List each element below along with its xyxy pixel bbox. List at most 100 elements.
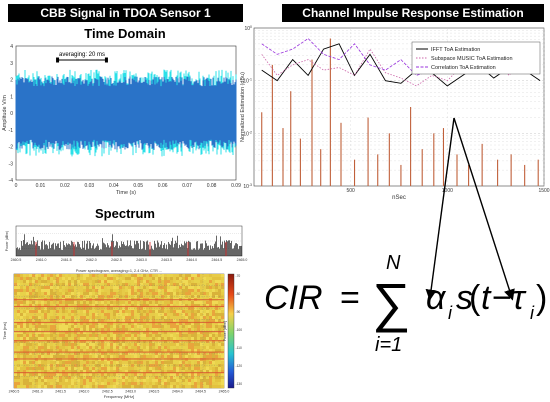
spectrogram-cell	[101, 310, 105, 314]
spectrogram-cell	[23, 382, 27, 386]
cir-legend-label: IFFT ToA Estimation	[431, 47, 480, 53]
spectrogram-cell	[65, 277, 69, 281]
spectrogram-cell	[218, 325, 222, 329]
spectrogram-cell	[35, 349, 39, 353]
spectrogram-x-tick: 2462.0	[79, 390, 90, 394]
spectrogram-cell	[203, 316, 207, 320]
spectrogram-cell	[143, 334, 147, 338]
formula-sub-i: i	[448, 303, 453, 323]
spectrogram-cell	[17, 337, 21, 341]
spectrogram-cell	[125, 295, 129, 299]
spectrogram-cell	[218, 307, 222, 311]
spectrogram-cell	[152, 376, 156, 380]
spectrogram-cell	[68, 379, 72, 383]
spectrogram-cell	[20, 313, 24, 317]
spectrogram-cell	[65, 331, 69, 335]
spectrogram-cell	[173, 316, 177, 320]
spectrogram-cell	[14, 319, 18, 323]
spectrogram-cell	[107, 328, 111, 332]
spectrogram-cell	[23, 292, 27, 296]
spectrogram-cell	[32, 376, 36, 380]
spectrogram-cell	[62, 358, 66, 362]
spectrogram-cell	[131, 286, 135, 290]
spectrogram-cell	[212, 319, 216, 323]
spectrogram-cell	[119, 343, 123, 347]
spectrogram-cell	[164, 280, 168, 284]
spectrogram-cell	[122, 376, 126, 380]
spectrogram-cell	[182, 346, 186, 350]
spectrogram-cell	[203, 385, 207, 389]
spectrogram-cell	[221, 346, 225, 350]
spectrogram-cell	[104, 346, 108, 350]
spectrogram-cell	[221, 361, 225, 365]
spectrogram-cell	[119, 361, 123, 365]
spectrogram-cell	[35, 274, 39, 278]
spectrogram-cell	[95, 382, 99, 386]
spectrogram-cell	[128, 304, 132, 308]
spectrogram-cell	[152, 367, 156, 371]
spectrogram-cell	[185, 274, 189, 278]
spectrogram-cell	[98, 286, 102, 290]
spectrogram-cell	[173, 361, 177, 365]
spectrogram-cell	[161, 370, 165, 374]
cir-formula: CIR = N ∑ i=1 α i s ( t − τ i )	[264, 252, 547, 356]
spectrogram-cell	[77, 274, 81, 278]
spectrogram-cell	[86, 280, 90, 284]
spectrogram-cell	[68, 328, 72, 332]
spectrogram-cell	[86, 346, 90, 350]
spectrogram-cell	[59, 292, 63, 296]
spectrogram-cell	[158, 334, 162, 338]
spectrogram-cell	[86, 274, 90, 278]
spectrogram-cell	[140, 328, 144, 332]
spectrogram-cell	[167, 352, 171, 356]
spectrogram-cell	[137, 274, 141, 278]
spectrogram-cell	[80, 289, 84, 293]
spectrogram-cell	[29, 331, 33, 335]
spectrogram-cell	[74, 358, 78, 362]
spectrogram-cell	[65, 364, 69, 368]
spectrum-title: Spectrum	[95, 206, 155, 221]
spectrogram-cell	[203, 313, 207, 317]
spectrogram-cell	[86, 331, 90, 335]
spectrogram-cell	[134, 319, 138, 323]
spectrogram-cell	[56, 364, 60, 368]
spectrogram-cell	[215, 322, 219, 326]
spectrogram-cell	[116, 292, 120, 296]
spectrogram-cell	[29, 367, 33, 371]
spectrogram-cell	[47, 319, 51, 323]
spectrogram-cell	[200, 319, 204, 323]
spectrogram-cell	[155, 373, 159, 377]
spectrogram-cell	[203, 355, 207, 359]
spectrogram-cell	[167, 313, 171, 317]
spectrogram-cell	[161, 295, 165, 299]
spectrogram-cell	[185, 376, 189, 380]
spectrogram-cell	[194, 364, 198, 368]
spectrogram-cell	[80, 364, 84, 368]
averaging-end-right	[104, 57, 108, 63]
spectrogram-cell	[83, 346, 87, 350]
spectrogram-cell	[176, 316, 180, 320]
spectrogram-cell	[161, 346, 165, 350]
spectrogram-cell	[179, 331, 183, 335]
spectrogram-cell	[41, 292, 45, 296]
spectrogram-cell	[68, 367, 72, 371]
spectrogram-cell	[26, 325, 30, 329]
spectrogram-cell	[107, 379, 111, 383]
td-x-tick: 0.07	[182, 183, 192, 189]
spectrogram-cell	[194, 346, 198, 350]
spectrogram-cell	[86, 382, 90, 386]
spectrogram-cell	[53, 349, 57, 353]
td-y-tick: 3	[10, 61, 13, 67]
spectrogram-cell	[44, 286, 48, 290]
spectrogram-cell	[221, 364, 225, 368]
spectrogram-cell	[98, 340, 102, 344]
spectrogram-cell	[77, 328, 81, 332]
spectrogram-cell	[98, 355, 102, 359]
spectrogram-cell	[137, 367, 141, 371]
spectrogram-cell	[38, 370, 42, 374]
spectrogram-cell	[110, 331, 114, 335]
spectrogram-cell	[131, 304, 135, 308]
spectrogram-cell	[53, 382, 57, 386]
spectrogram-cell	[95, 289, 99, 293]
spectrogram-cell	[182, 316, 186, 320]
